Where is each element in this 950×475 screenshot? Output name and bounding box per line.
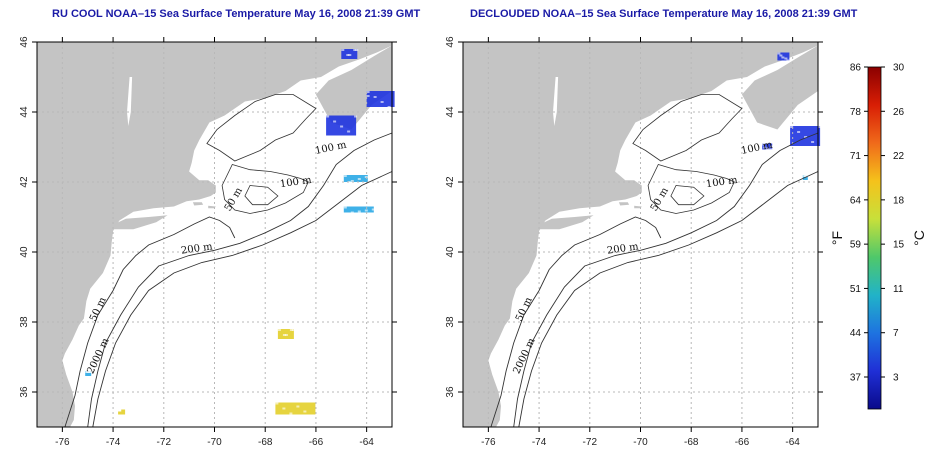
sst-pixel-cluster (341, 49, 359, 59)
y-tick-label: 44 (445, 106, 456, 118)
contour-50m (670, 185, 705, 206)
x-tick-label: -76 (481, 437, 496, 448)
x-tick-label: -74 (532, 437, 547, 448)
sst-pixel-cluster (326, 115, 358, 136)
x-tick-label: -66 (309, 437, 324, 448)
contour-2000m (518, 171, 819, 428)
long-island-landmass (539, 215, 594, 230)
mainland-landmass (37, 42, 392, 427)
y-tick-label: 42 (445, 176, 456, 188)
contour-100m (206, 94, 317, 162)
colorbar-label-f: 37 (850, 373, 862, 384)
lake (127, 77, 133, 126)
colorbar-label-c: 18 (893, 195, 905, 206)
x-tick-label: -70 (207, 437, 222, 448)
y-tick-label: 44 (19, 106, 30, 118)
lake (553, 77, 559, 126)
colorbar-label-f: 51 (850, 284, 862, 295)
sst-pixel-cluster (366, 91, 395, 108)
unit-fahrenheit: °F (829, 231, 845, 245)
contour-200m (513, 132, 819, 428)
contour-2000m (92, 171, 393, 428)
colorbar-label-c: 15 (893, 240, 905, 251)
x-tick-label: -74 (106, 437, 121, 448)
colorbar-label-f: 44 (850, 328, 862, 339)
island-landmass (634, 205, 642, 209)
sst-pixel-cluster (118, 409, 126, 415)
x-tick-label: -68 (684, 437, 699, 448)
y-tick-label: 38 (19, 316, 30, 328)
x-tick-label: -68 (258, 437, 273, 448)
island-landmass (192, 202, 204, 206)
nova-scotia-landmass (315, 45, 392, 130)
sst-pixel-cluster (85, 371, 93, 376)
x-tick-label: -72 (157, 437, 172, 448)
contour-label: 200 m (606, 241, 639, 256)
colorbar-label-f: 86 (850, 63, 862, 74)
colorbar-label-c: 26 (893, 107, 905, 118)
x-tick-label: -64 (359, 437, 374, 448)
x-tick-label: -64 (785, 437, 800, 448)
island-landmass (618, 202, 630, 206)
right-panel-title: DECLOUDED NOAA–15 Sea Surface Temperatur… (470, 8, 858, 20)
colorbar-gradient (867, 66, 882, 410)
contour-label: 200 m (180, 241, 213, 256)
colorbar-label-f: 71 (850, 151, 862, 162)
sst-pixel-cluster (762, 143, 774, 151)
colorbar-label-f: 64 (850, 195, 862, 206)
y-tick-label: 46 (445, 36, 456, 48)
island-landmass (208, 205, 216, 209)
contour-100m (647, 164, 735, 214)
y-tick-label: 36 (445, 386, 456, 398)
x-tick-label: -70 (633, 437, 648, 448)
y-tick-label: 40 (19, 246, 30, 258)
contour-100m (221, 164, 309, 214)
sst-pixel-cluster (343, 206, 375, 214)
colorbar-label-c: 30 (893, 63, 905, 74)
contour-200m (87, 132, 393, 428)
contour-50m (64, 216, 236, 428)
y-tick-label: 36 (19, 386, 30, 398)
contour-100m (632, 94, 743, 162)
colorbar-label-f: 59 (850, 240, 862, 251)
colorbar-label-f: 78 (850, 107, 862, 118)
sst-pixel-cluster (275, 402, 316, 415)
unit-celsius: °C (911, 230, 927, 246)
contour-label: 100 m (279, 175, 312, 190)
sst-pixel-cluster (277, 329, 295, 339)
nova-scotia-landmass (741, 45, 818, 130)
y-tick-label: 42 (19, 176, 30, 188)
contour-50m (244, 185, 279, 206)
x-tick-label: -66 (735, 437, 750, 448)
sst-pixel-cluster (777, 52, 790, 62)
colorbar-label-c: 22 (893, 151, 905, 162)
x-tick-label: -76 (55, 437, 70, 448)
y-tick-label: 40 (445, 246, 456, 258)
colorbar-label-c: 3 (893, 373, 899, 384)
x-tick-label: -72 (583, 437, 598, 448)
colorbar-label-c: 11 (893, 284, 904, 295)
y-tick-label: 46 (19, 36, 30, 48)
contour-label: 100 m (705, 175, 738, 190)
y-tick-label: 38 (445, 316, 456, 328)
long-island-landmass (113, 215, 168, 230)
contour-50m (490, 216, 662, 428)
mainland-landmass (463, 42, 818, 427)
left-panel-title: RU COOL NOAA–15 Sea Surface Temperature … (52, 8, 421, 20)
colorbar: 86 78 71 64 59 51 44 37 30 26 22 18 15 11 7 3 °F °C (829, 63, 927, 410)
colorbar-label-c: 7 (893, 328, 899, 339)
